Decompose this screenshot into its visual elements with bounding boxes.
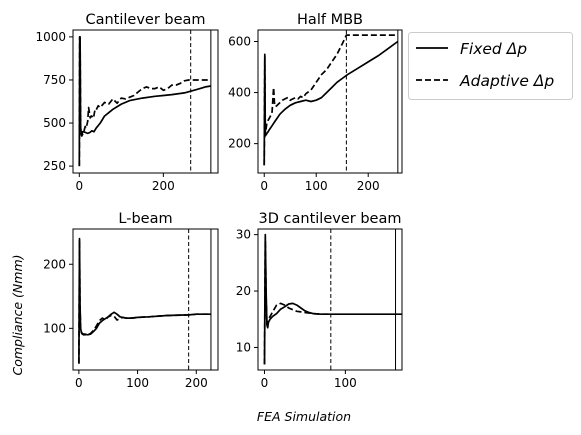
y-tick-label: 250 bbox=[43, 159, 66, 173]
x-tick-label: 100 bbox=[334, 376, 357, 390]
y-tick-label: 200 bbox=[43, 257, 66, 271]
x-tick-label: 0 bbox=[75, 376, 83, 390]
x-tick-label: 0 bbox=[260, 179, 268, 193]
chart-panel-1: 0 100 200 200 400 600 Half MBB bbox=[228, 12, 403, 193]
legend-frame bbox=[408, 32, 573, 100]
x-tick-label: 100 bbox=[126, 376, 149, 390]
panel-title: 3D cantilever beam bbox=[259, 211, 402, 227]
series-line-adaptive bbox=[263, 34, 398, 166]
series-line-adaptive bbox=[78, 239, 211, 364]
panel-title: Cantilever beam bbox=[85, 12, 205, 28]
series-line-fixed bbox=[78, 237, 211, 364]
x-tick-label: 0 bbox=[75, 179, 83, 193]
axes-frame bbox=[257, 228, 403, 371]
x-tick-label: 200 bbox=[152, 179, 175, 193]
series-line-adaptive bbox=[78, 36, 211, 167]
series-line-fixed bbox=[263, 233, 402, 365]
y-tick-label: 200 bbox=[228, 137, 251, 151]
series-line-adaptive bbox=[263, 239, 331, 365]
chart-panel-2: 0 100 200 100 200 L-beam bbox=[43, 211, 219, 390]
legend: Fixed Δp Adaptive Δp bbox=[408, 32, 573, 100]
y-tick-label: 400 bbox=[228, 86, 251, 100]
y-tick-label: 20 bbox=[236, 284, 251, 298]
y-tick-label: 600 bbox=[228, 34, 251, 48]
series-line-fixed bbox=[263, 40, 399, 166]
x-tick-label: 100 bbox=[305, 179, 328, 193]
axes-frame bbox=[257, 29, 403, 174]
x-tick-label: 200 bbox=[185, 376, 208, 390]
x-tick-label: 200 bbox=[357, 179, 380, 193]
y-tick-label: 30 bbox=[236, 228, 251, 242]
legend-label-adaptive: Adaptive Δp bbox=[459, 72, 554, 90]
y-tick-label: 500 bbox=[43, 116, 66, 130]
y-tick-label: 1000 bbox=[35, 30, 66, 44]
figure-x-axis-label: FEA Simulation bbox=[257, 409, 351, 424]
x-tick-label: 0 bbox=[261, 376, 269, 390]
panel-title: Half MBB bbox=[297, 12, 363, 28]
y-tick-label: 10 bbox=[236, 340, 251, 354]
figure-y-axis-label: Compliance (Nmm) bbox=[10, 254, 25, 375]
y-tick-label: 750 bbox=[43, 73, 66, 87]
legend-label-fixed: Fixed Δp bbox=[460, 40, 527, 58]
axes-frame bbox=[72, 228, 219, 371]
axes-frame bbox=[72, 29, 219, 174]
panel-title: L-beam bbox=[118, 211, 172, 227]
chart-panel-3: 0 100 10 20 30 3D cantilever beam bbox=[236, 211, 403, 390]
chart-panel-0: 0 200 250 500 750 1000 Cantilever beam bbox=[35, 12, 219, 193]
y-tick-label: 100 bbox=[43, 321, 66, 335]
